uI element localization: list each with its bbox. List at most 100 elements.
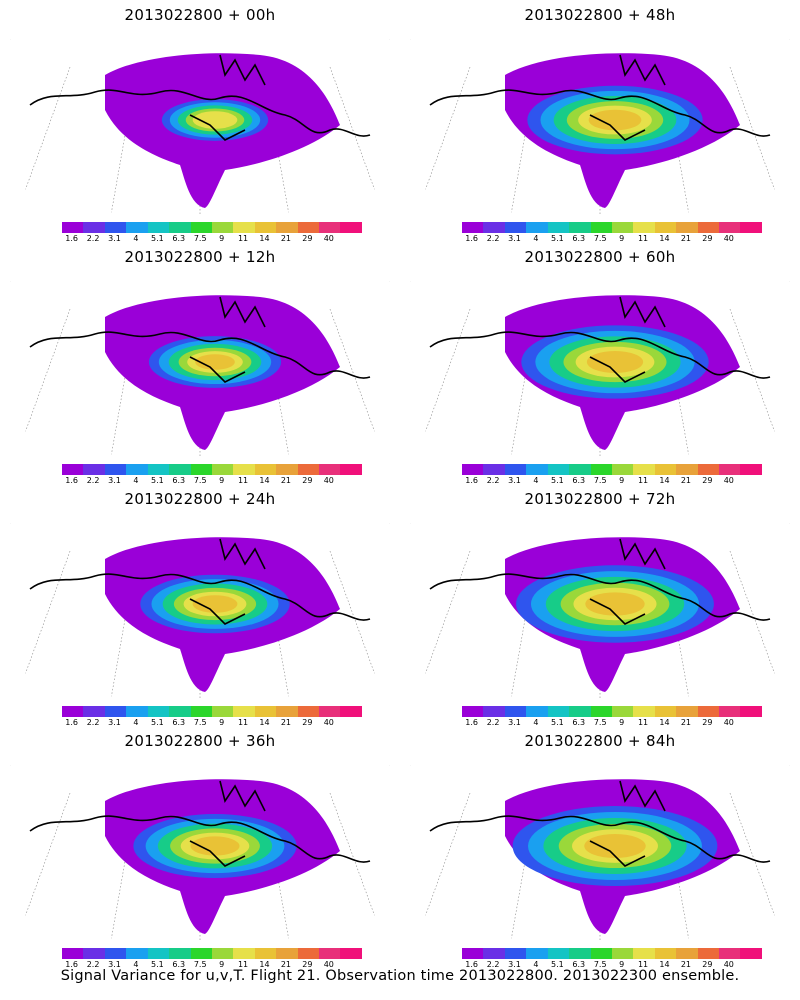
colorbar-segment [462, 222, 484, 233]
colorbar-segment [611, 464, 634, 475]
panel-title: 2013022800 + 36h [124, 732, 276, 750]
colorbar-segment [676, 706, 698, 717]
variance-map [410, 523, 790, 699]
colorbar-tick-label: 29 [302, 960, 313, 969]
colorbar [62, 222, 362, 233]
colorbar-tick-label: 5.1 [550, 234, 564, 243]
variance-contour [192, 111, 238, 129]
colorbar-segment [190, 706, 212, 717]
colorbar-segment [526, 706, 548, 717]
colorbar-segment [211, 706, 234, 717]
colorbar-segment [611, 222, 634, 233]
colorbar-tick-label: 21 [680, 476, 692, 485]
colorbar-tick-label: 6.3 [572, 234, 586, 243]
colorbar-tick-label: 21 [280, 718, 292, 727]
colorbar-segment [719, 948, 741, 959]
colorbar-tick-label: 6.3 [572, 476, 586, 485]
colorbar-tick-label: 4 [133, 960, 139, 969]
colorbar-tick-label: 14 [259, 234, 270, 243]
colorbar-tick-label: 7.5 [593, 234, 607, 243]
colorbar-tick-label: 14 [659, 960, 670, 969]
colorbar-segment [654, 948, 677, 959]
colorbar-tick-label: 9 [619, 234, 625, 243]
forecast-panel: 2013022800 + 60h 1.6 2.2 3.1 4 5.1 6.3 7.5 9 11 14… [400, 242, 800, 486]
colorbar-segment [297, 706, 320, 717]
colorbar [462, 706, 762, 717]
colorbar-segment [276, 948, 298, 959]
colorbar-segment [233, 464, 255, 475]
colorbar-segment [611, 948, 634, 959]
colorbar-segment [462, 706, 484, 717]
colorbar-tick-label: 3.1 [108, 960, 121, 969]
coastline [29, 54, 371, 141]
colorbar-tick-label: 40 [723, 960, 734, 969]
variance-contour [192, 595, 238, 613]
colorbar-tick-label: 3.1 [108, 476, 121, 485]
panel-title: 2013022800 + 24h [124, 490, 276, 508]
colorbar [462, 464, 762, 475]
colorbar-tick-label: 7.5 [593, 960, 607, 969]
colorbar-segment [462, 948, 484, 959]
forecast-panel: 2013022800 + 72h 1.6 2.2 3.1 4 5.1 6.3 7.5 9 11 14… [400, 484, 800, 727]
coastline [29, 780, 371, 867]
colorbar-segment [569, 222, 591, 233]
colorbar-tick-label: 6.3 [172, 476, 186, 485]
colorbar-segment [62, 706, 84, 717]
graticule-meridian [25, 308, 71, 432]
colorbar-segment [254, 948, 277, 959]
colorbar-tick-label: 7.5 [193, 960, 207, 969]
colorbar-tick-label: 7.5 [593, 476, 607, 485]
colorbar-segment [190, 948, 212, 959]
colorbar-tick-label: 5.1 [150, 476, 164, 485]
colorbar-segment [633, 222, 655, 233]
colorbar-segment [719, 464, 741, 475]
colorbar-tick-label: 11 [637, 476, 649, 485]
colorbar-tick-label: 9 [619, 718, 625, 727]
coastline [29, 538, 371, 625]
colorbar-tick-label: 2.2 [486, 960, 500, 969]
colorbar-segment [276, 222, 298, 233]
colorbar-tick-label: 4 [533, 476, 539, 485]
coastline [429, 54, 771, 141]
colorbar-ticks: 1.6 2.2 3.1 4 5.1 6.3 7.5 9 11 14 21 29 40 [462, 476, 762, 486]
colorbar-segment [211, 948, 234, 959]
colorbar-segment [254, 706, 277, 717]
colorbar-segment [654, 706, 677, 717]
colorbar-segment [340, 222, 362, 233]
coastline [29, 296, 371, 383]
colorbar-segment [697, 706, 720, 717]
colorbar-segment [547, 706, 570, 717]
colorbar-tick-label: 2.2 [86, 476, 100, 485]
graticule-meridian [729, 792, 775, 916]
colorbar-segment [340, 464, 362, 475]
colorbar-tick-label: 2.2 [486, 476, 500, 485]
colorbar-segment [104, 464, 127, 475]
colorbar-tick-label: 29 [302, 234, 313, 243]
colorbar-segment [169, 222, 191, 233]
coastline [429, 780, 771, 867]
colorbar-tick-label: 2.2 [86, 718, 100, 727]
colorbar-ticks: 1.6 2.2 3.1 4 5.1 6.3 7.5 9 11 14 21 29 40 [462, 234, 762, 244]
colorbar-tick-label: 6.3 [572, 960, 586, 969]
colorbar-segment [504, 222, 527, 233]
colorbar-segment [547, 222, 570, 233]
colorbar-tick-label: 4 [533, 960, 539, 969]
colorbar-tick-label: 1.6 [65, 718, 79, 727]
graticule-meridian [329, 308, 375, 432]
colorbar-segment [169, 948, 191, 959]
colorbar-tick-label: 5.1 [150, 960, 164, 969]
colorbar-tick-label: 3.1 [108, 718, 121, 727]
colorbar-segment [740, 464, 762, 475]
colorbar-segment [190, 222, 212, 233]
colorbar-segment [633, 464, 655, 475]
colorbar-tick-label: 4 [533, 718, 539, 727]
variance-contour [588, 109, 642, 131]
colorbar-segment [104, 222, 127, 233]
colorbar-segment [526, 464, 548, 475]
colorbar-tick-label: 40 [323, 718, 334, 727]
colorbar-tick-label: 40 [323, 476, 334, 485]
colorbar-segment [190, 464, 212, 475]
colorbar-tick-label: 40 [723, 476, 734, 485]
colorbar-segment [254, 464, 277, 475]
colorbar-segment [483, 222, 505, 233]
